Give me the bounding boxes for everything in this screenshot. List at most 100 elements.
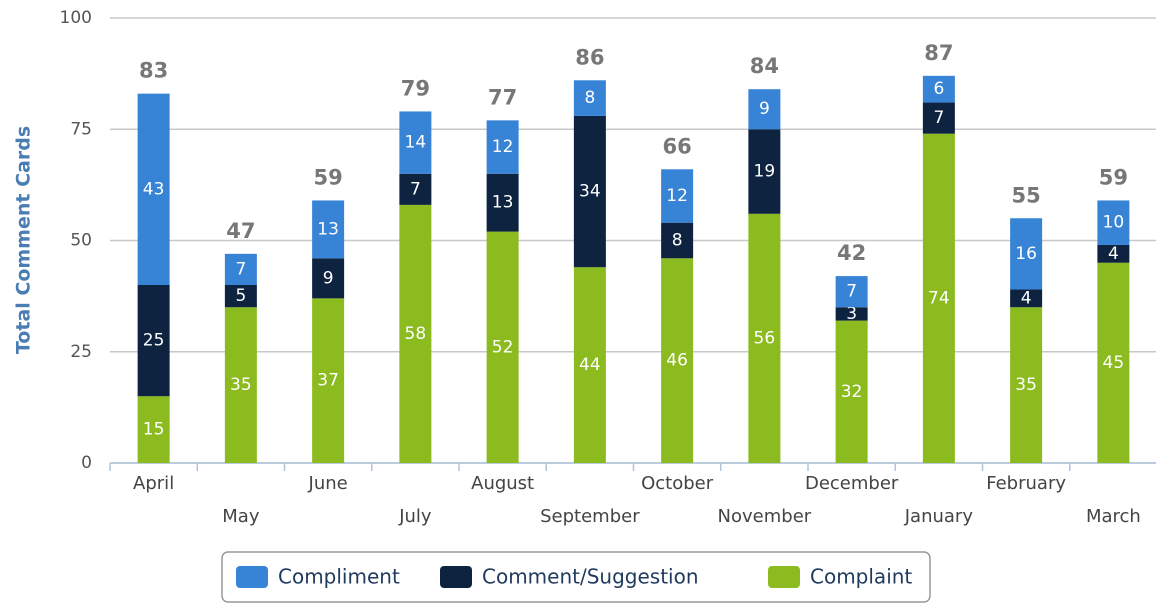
bar-segment <box>922 75 955 103</box>
legend-label: Comment/Suggestion <box>482 565 699 589</box>
bar-segment <box>399 173 432 205</box>
data-label: 14 <box>405 133 427 153</box>
data-label: 4 <box>1108 244 1119 264</box>
bar-segment <box>661 258 694 463</box>
x-tick-label: December <box>805 473 899 494</box>
data-label: 46 <box>666 351 688 371</box>
total-label: 86 <box>575 45 604 69</box>
data-label: 35 <box>1015 375 1037 395</box>
data-label: 16 <box>1015 244 1037 264</box>
legend-label: Compliment <box>278 565 400 589</box>
data-label: 44 <box>579 355 601 375</box>
data-label: 34 <box>579 182 601 202</box>
bar-segment <box>137 396 170 463</box>
x-tick-label: March <box>1086 506 1141 527</box>
bar-segment <box>1010 218 1043 290</box>
bar-segment <box>137 93 170 286</box>
total-label: 77 <box>488 85 517 109</box>
x-tick-label: January <box>904 506 974 527</box>
bar-segment <box>835 307 868 321</box>
y-tick-label: 25 <box>70 342 92 362</box>
data-label: 7 <box>235 259 246 279</box>
data-label: 7 <box>933 108 944 128</box>
bar-segment <box>573 267 606 463</box>
data-label: 37 <box>317 371 339 391</box>
bar-segment <box>1097 262 1130 463</box>
data-label: 56 <box>754 328 776 348</box>
bar-segment <box>1010 307 1043 463</box>
bar-segment <box>486 120 519 174</box>
bar-segment <box>312 298 345 463</box>
bar-segment <box>835 320 868 463</box>
data-label: 13 <box>492 193 514 213</box>
total-label: 79 <box>401 76 430 100</box>
data-label: 35 <box>230 375 252 395</box>
bar-segment <box>1097 200 1130 245</box>
data-label: 74 <box>928 288 950 308</box>
data-label: 9 <box>759 99 770 119</box>
x-tick-label: July <box>398 506 432 527</box>
bar-segment <box>224 307 257 463</box>
x-tick-label: April <box>133 473 174 494</box>
data-label: 9 <box>323 268 334 288</box>
data-label: 45 <box>1103 353 1125 373</box>
y-tick-label: 75 <box>70 119 92 139</box>
legend-box <box>221 551 931 603</box>
x-tick-label: June <box>308 473 348 494</box>
x-tick-label: September <box>540 506 640 527</box>
y-tick-label: 50 <box>70 231 92 251</box>
data-label: 6 <box>933 79 944 99</box>
data-label: 4 <box>1021 288 1032 308</box>
data-label: 43 <box>143 179 165 199</box>
bar-segment <box>573 115 606 268</box>
bar-segment <box>748 129 781 214</box>
bar-segment <box>661 222 694 259</box>
bar-segment <box>399 204 432 463</box>
bar-segment <box>748 213 781 463</box>
legend-swatch <box>236 566 268 588</box>
y-tick-label: 0 <box>81 453 92 473</box>
data-label: 3 <box>846 304 857 324</box>
legend-swatch <box>440 566 472 588</box>
total-label: 55 <box>1012 183 1041 207</box>
data-label: 10 <box>1103 213 1125 233</box>
x-tick-label: May <box>222 506 260 527</box>
data-label: 19 <box>754 162 776 182</box>
total-label: 42 <box>837 241 866 265</box>
bar-segment <box>573 80 606 116</box>
data-label: 8 <box>672 231 683 251</box>
x-tick-label: October <box>641 473 714 494</box>
data-label: 5 <box>235 286 246 306</box>
legend-label: Complaint <box>810 565 912 589</box>
bar-segment <box>399 111 432 174</box>
bar-segment <box>224 285 257 308</box>
total-label: 47 <box>226 219 255 243</box>
bar-segment <box>835 276 868 308</box>
bar-segment <box>922 102 955 134</box>
x-tick-label: November <box>718 506 812 527</box>
y-tick-label: 100 <box>60 8 92 28</box>
bar-segment <box>224 253 257 285</box>
data-label: 8 <box>584 88 595 108</box>
bar-segment <box>312 200 345 259</box>
bar-segment <box>1097 244 1130 263</box>
data-label: 52 <box>492 337 514 357</box>
bar-segment <box>486 173 519 232</box>
x-tick-label: February <box>986 473 1066 494</box>
y-axis-title: Total Comment Cards <box>13 126 35 354</box>
bar-segment <box>922 133 955 463</box>
x-tick-label: August <box>471 473 534 494</box>
bar-segment <box>1010 289 1043 308</box>
bar-segment <box>137 285 170 397</box>
total-label: 87 <box>924 41 953 65</box>
data-label: 12 <box>492 137 514 157</box>
total-label: 84 <box>750 54 779 78</box>
total-label: 59 <box>1099 165 1128 189</box>
legend-swatch <box>768 566 800 588</box>
data-label: 12 <box>666 186 688 206</box>
total-label: 59 <box>314 165 343 189</box>
total-label: 83 <box>139 59 168 83</box>
data-label: 25 <box>143 331 165 351</box>
